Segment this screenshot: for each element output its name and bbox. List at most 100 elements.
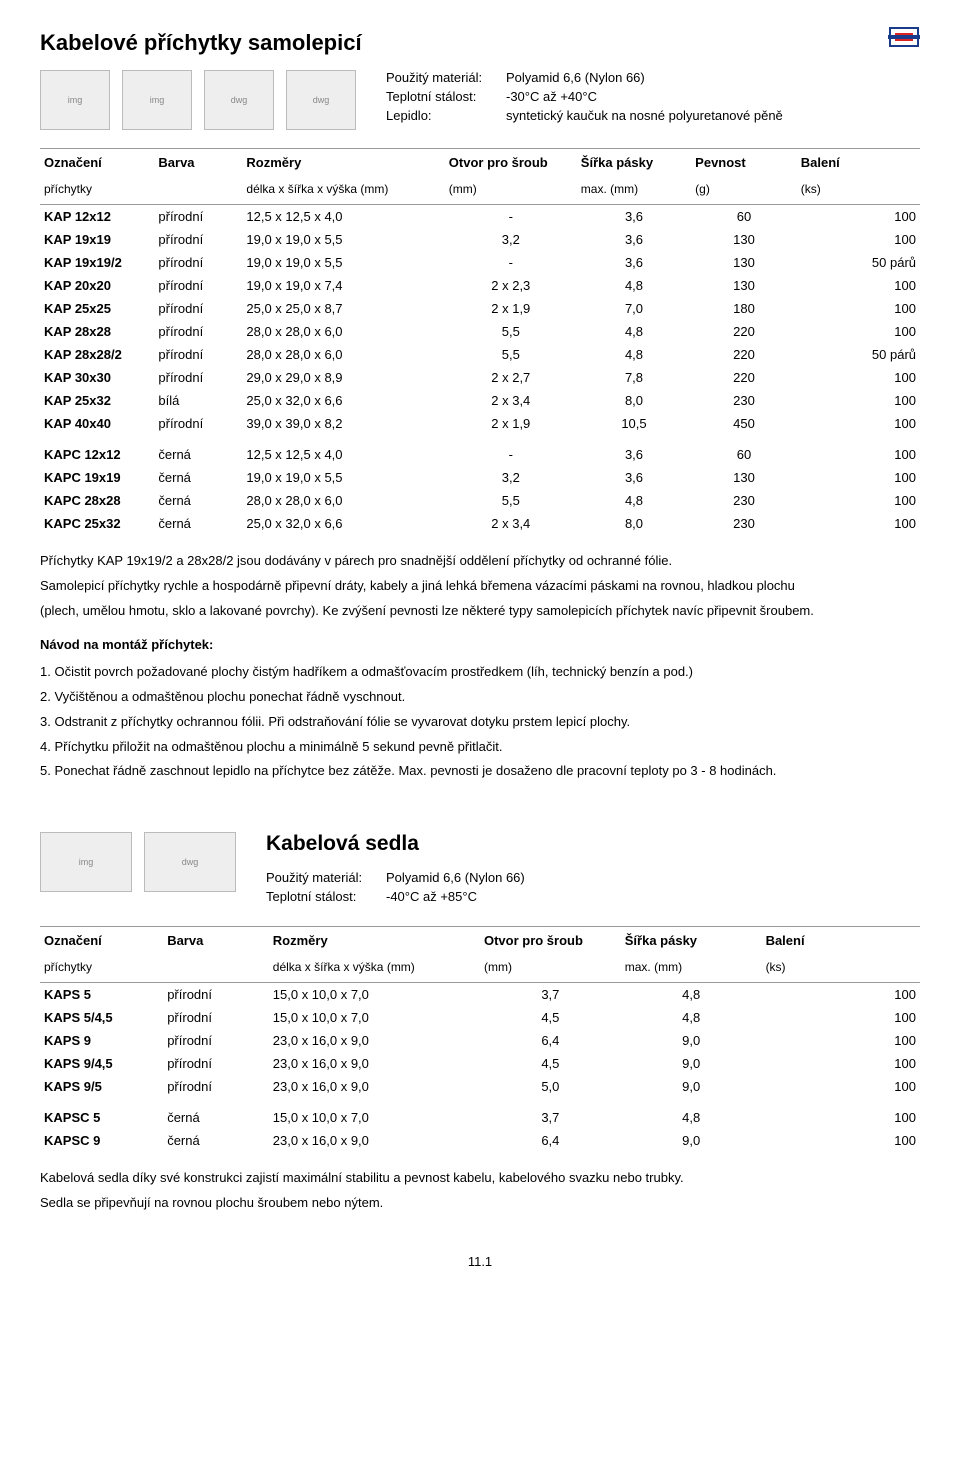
table-cell: přírodní: [163, 983, 269, 1007]
table-row: KAPS 5/4,5přírodní15,0 x 10,0 x 7,04,54,…: [40, 1006, 920, 1029]
section1-notes: Příchytky KAP 19x19/2 a 28x28/2 jsou dod…: [40, 551, 920, 782]
table-cell: 9,0: [621, 1129, 762, 1152]
product-image-placeholder: img: [122, 70, 192, 130]
table-cell: 100: [762, 1006, 920, 1029]
col-subheader: délka x šířka x výška (mm): [242, 176, 444, 205]
table-cell: 19,0 x 19,0 x 7,4: [242, 274, 444, 297]
table-cell: 100: [797, 389, 920, 412]
table-cell: 230: [691, 489, 797, 512]
instruction-step: 4. Příchytku přiložit na odmaštěnou ploc…: [40, 737, 920, 758]
note-line: (plech, umělou hmotu, sklo a lakované po…: [40, 601, 920, 622]
table-cell: 100: [762, 1029, 920, 1052]
note-line: Sedla se připevňují na rovnou plochu šro…: [40, 1193, 920, 1214]
spec-key: Použitý materiál:: [266, 870, 386, 885]
table-cell: 220: [691, 366, 797, 389]
table-cell: 100: [797, 435, 920, 466]
table-cell: KAPSC 5: [40, 1098, 163, 1129]
table-cell: KAP 20x20: [40, 274, 154, 297]
table-cell: 28,0 x 28,0 x 6,0: [242, 343, 444, 366]
table-cell: 100: [762, 1052, 920, 1075]
instruction-step: 1. Očistit povrch požadované plochy čist…: [40, 662, 920, 683]
table-cell: 60: [691, 205, 797, 229]
col-subheader: délka x šířka x výška (mm): [269, 954, 480, 983]
col-subheader: (mm): [480, 954, 621, 983]
table-cell: 100: [797, 320, 920, 343]
table-row: KAPC 25x32černá25,0 x 32,0 x 6,62 x 3,48…: [40, 512, 920, 535]
spec-key: Teplotní stálost:: [266, 889, 386, 904]
section2-specs: Použitý materiál:Polyamid 6,6 (Nylon 66)…: [266, 870, 920, 904]
table-cell: 3,6: [577, 435, 691, 466]
table-row: KAP 12x12přírodní12,5 x 12,5 x 4,0-3,660…: [40, 205, 920, 229]
section2-images: img dwg: [40, 832, 236, 892]
table-cell: 15,0 x 10,0 x 7,0: [269, 1006, 480, 1029]
section1-header: Kabelové příchytky samolepicí img img dw…: [40, 30, 920, 130]
table-cell: 2 x 3,4: [445, 389, 577, 412]
table-cell: 230: [691, 512, 797, 535]
section2-header: img dwg Kabelová sedla Použitý materiál:…: [40, 832, 920, 908]
instruction-step: 3. Odstranit z příchytky ochrannou fólii…: [40, 712, 920, 733]
spec-key: Teplotní stálost:: [386, 89, 506, 104]
table-cell: přírodní: [154, 205, 242, 229]
table-cell: přírodní: [154, 343, 242, 366]
instruction-step: 2. Vyčištěnou a odmaštěnou plochu ponech…: [40, 687, 920, 708]
col-header: Šířka pásky: [577, 149, 691, 177]
logo-icon: [888, 24, 920, 50]
col-subheader: (g): [691, 176, 797, 205]
table-cell: KAP 25x25: [40, 297, 154, 320]
table-cell: 28,0 x 28,0 x 6,0: [242, 320, 444, 343]
table-cell: KAPC 12x12: [40, 435, 154, 466]
table-cell: 19,0 x 19,0 x 5,5: [242, 466, 444, 489]
table-cell: 9,0: [621, 1052, 762, 1075]
table-cell: 100: [797, 366, 920, 389]
table-cell: 130: [691, 274, 797, 297]
table-cell: 2 x 2,3: [445, 274, 577, 297]
col-header: Barva: [163, 927, 269, 955]
table-cell: -: [445, 435, 577, 466]
table-cell: 28,0 x 28,0 x 6,0: [242, 489, 444, 512]
spec-value: -30°C až +40°C: [506, 89, 597, 104]
table-cell: 450: [691, 412, 797, 435]
table-cell: černá: [163, 1129, 269, 1152]
col-subheader: příchytky: [40, 176, 154, 205]
table-cell: 5,0: [480, 1075, 621, 1098]
table-cell: 100: [797, 489, 920, 512]
table-row: KAPSC 9černá23,0 x 16,0 x 9,06,49,0100: [40, 1129, 920, 1152]
table-cell: 2 x 2,7: [445, 366, 577, 389]
col-subheader: max. (mm): [621, 954, 762, 983]
table-cell: 100: [797, 205, 920, 229]
table-cell: 2 x 1,9: [445, 297, 577, 320]
spec-row: Teplotní stálost:-40°C až +85°C: [266, 889, 920, 904]
table-cell: 130: [691, 466, 797, 489]
section2-table: OznačeníBarvaRozměryOtvor pro šroubŠířka…: [40, 926, 920, 1152]
table-cell: přírodní: [154, 320, 242, 343]
table-row: KAP 19x19/2přírodní19,0 x 19,0 x 5,5-3,6…: [40, 251, 920, 274]
page-number: 11.1: [40, 1254, 920, 1269]
table-cell: přírodní: [154, 297, 242, 320]
table-cell: 130: [691, 251, 797, 274]
table-cell: 220: [691, 343, 797, 366]
table-cell: 100: [797, 274, 920, 297]
table-cell: 9,0: [621, 1075, 762, 1098]
col-subheader: (ks): [762, 954, 920, 983]
table-cell: černá: [154, 512, 242, 535]
table-cell: 4,8: [577, 274, 691, 297]
table-cell: černá: [154, 435, 242, 466]
table-row: KAPC 19x19černá19,0 x 19,0 x 5,53,23,613…: [40, 466, 920, 489]
table-cell: 100: [762, 983, 920, 1007]
table-cell: 100: [762, 1098, 920, 1129]
table-row: KAPC 28x28černá28,0 x 28,0 x 6,05,54,823…: [40, 489, 920, 512]
table-cell: 15,0 x 10,0 x 7,0: [269, 983, 480, 1007]
table-row: KAP 19x19přírodní19,0 x 19,0 x 5,53,23,6…: [40, 228, 920, 251]
table-row: KAPS 9/5přírodní23,0 x 16,0 x 9,05,09,01…: [40, 1075, 920, 1098]
spec-row: Lepidlo:syntetický kaučuk na nosné polyu…: [386, 108, 783, 123]
table-cell: přírodní: [154, 251, 242, 274]
table-cell: přírodní: [163, 1075, 269, 1098]
table-cell: 39,0 x 39,0 x 8,2: [242, 412, 444, 435]
section2-notes: Kabelová sedla díky své konstrukci zajis…: [40, 1168, 920, 1214]
table-cell: 23,0 x 16,0 x 9,0: [269, 1029, 480, 1052]
table-cell: černá: [154, 489, 242, 512]
table-cell: 6,4: [480, 1029, 621, 1052]
col-header: Otvor pro šroub: [445, 149, 577, 177]
table-cell: KAP 19x19/2: [40, 251, 154, 274]
spec-value: syntetický kaučuk na nosné polyuretanové…: [506, 108, 783, 123]
